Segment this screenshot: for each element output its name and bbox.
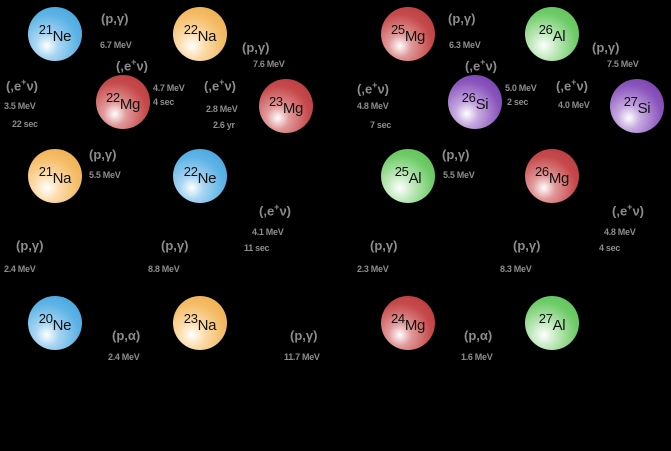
halflife-label: 22 sec — [12, 119, 38, 129]
energy-label: 6.3 MeV — [449, 40, 481, 50]
reaction-label: (,e+ν) — [6, 77, 38, 94]
reaction-label: (,e+ν) — [612, 202, 644, 219]
nucleus-22na: 22Na — [173, 7, 227, 61]
nucleus-23mg: 23Mg — [259, 79, 313, 133]
reaction-label: (p,γ) — [242, 40, 270, 55]
reaction-label: (,e+ν) — [116, 57, 148, 74]
energy-label: 8.3 MeV — [500, 264, 532, 274]
halflife-label: 7 sec — [370, 120, 392, 130]
reaction-label: (p,γ) — [16, 238, 44, 253]
nucleus-24mg: 24Mg — [381, 296, 435, 350]
nucleus-26mg: 26Mg — [525, 149, 579, 203]
energy-label: 2.4 MeV — [108, 352, 140, 362]
nucleus-26al: 26Al — [525, 7, 579, 61]
reaction-label: (p,α) — [112, 328, 141, 343]
energy-label: 5.0 MeV — [505, 83, 537, 93]
reaction-label: (p,α) — [464, 328, 493, 343]
reaction-label: (p,γ) — [448, 11, 476, 26]
energy-label: 7.6 MeV — [253, 59, 285, 69]
reaction-label: (p,γ) — [89, 147, 117, 162]
reaction-label: (p,γ) — [513, 238, 541, 253]
energy-label: 3.5 MeV — [4, 101, 36, 111]
reaction-label: (,e+ν) — [259, 202, 291, 219]
energy-label: 4.8 MeV — [357, 101, 389, 111]
nucleus-27si: 27Si — [610, 79, 664, 133]
energy-label: 1.6 MeV — [461, 352, 493, 362]
nucleus-27al: 27Al — [525, 296, 579, 350]
reaction-label: (p,γ) — [161, 238, 189, 253]
nucleus-21na: 21Na — [28, 149, 82, 203]
energy-label: 4.8 MeV — [604, 227, 636, 237]
energy-label: 4.7 MeV — [153, 83, 185, 93]
halflife-label: 4 sec — [153, 97, 175, 107]
energy-label: 7.5 MeV — [607, 59, 639, 69]
reaction-label: (p,γ) — [442, 147, 470, 162]
reaction-label: (,e+ν) — [204, 77, 236, 94]
energy-label: 5.5 MeV — [89, 170, 121, 180]
energy-label: 2.3 MeV — [357, 264, 389, 274]
halflife-label: 2.6 yr — [213, 120, 235, 130]
energy-label: 4.1 MeV — [252, 227, 284, 237]
halflife-label: 11 sec — [244, 243, 270, 253]
reaction-label: (p,γ) — [592, 40, 620, 55]
reaction-label: (,e+ν) — [556, 77, 588, 94]
energy-label: 4.0 MeV — [558, 100, 590, 110]
nucleus-26si: 26Si — [448, 75, 502, 129]
energy-label: 5.5 MeV — [443, 170, 475, 180]
energy-label: 6.7 MeV — [100, 40, 132, 50]
energy-label: 11.7 MeV — [284, 352, 320, 362]
reaction-label: (p,γ) — [101, 11, 129, 26]
nucleus-25al: 25Al — [381, 149, 435, 203]
reaction-label: (p,γ) — [370, 238, 398, 253]
nucleus-20ne: 20Ne — [28, 296, 82, 350]
nucleus-25mg: 25Mg — [381, 7, 435, 61]
halflife-label: 4 sec — [599, 243, 621, 253]
nucleus-22ne: 22Ne — [173, 149, 227, 203]
halflife-label: 2 sec — [507, 97, 529, 107]
reaction-label: (,e+ν) — [465, 57, 497, 74]
energy-label: 2.4 MeV — [4, 264, 36, 274]
reaction-label: (,e+ν) — [357, 80, 389, 97]
reaction-label: (p,γ) — [290, 328, 318, 343]
nucleus-22mg: 22Mg — [96, 75, 150, 129]
nucleus-21ne: 21Ne — [28, 7, 82, 61]
energy-label: 2.8 MeV — [206, 104, 238, 114]
nucleus-23na: 23Na — [173, 296, 227, 350]
energy-label: 8.8 MeV — [148, 264, 180, 274]
